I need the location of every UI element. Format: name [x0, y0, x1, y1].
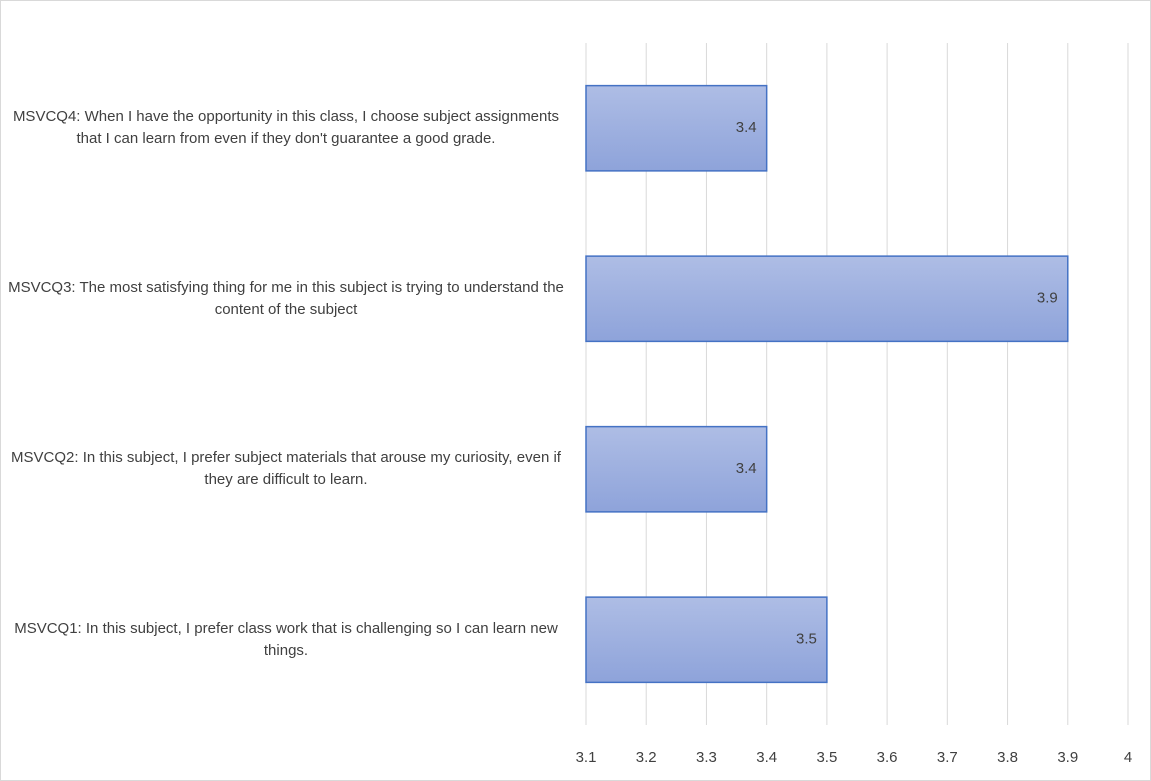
x-tick-label: 3.5	[816, 749, 837, 766]
category-label: MSVCQ4: When I have the opportunity in t…	[12, 108, 560, 148]
category-label: MSVCQ1: In this subject, I prefer class …	[14, 619, 558, 659]
x-tick-label: 4	[1124, 749, 1132, 766]
data-label: 3.5	[796, 631, 817, 648]
data-label: 3.9	[1037, 290, 1058, 307]
x-tick-label: 3.3	[696, 749, 717, 766]
x-tick-label: 3.7	[937, 749, 958, 766]
x-tick-label: 3.6	[877, 749, 898, 766]
x-tick-label: 3.9	[1057, 749, 1078, 766]
category-label: MSVCQ3: The most satisfying thing for me…	[8, 278, 564, 318]
bar	[585, 255, 1069, 343]
x-tick-label: 3.2	[636, 749, 657, 766]
data-label: 3.4	[736, 119, 757, 136]
category-label: MSVCQ2: In this subject, I prefer subjec…	[11, 449, 561, 489]
x-tick-label: 3.4	[756, 749, 777, 766]
bar	[585, 425, 768, 513]
x-tick-label: 3.1	[576, 749, 597, 766]
data-label: 3.4	[736, 460, 757, 477]
bar	[585, 596, 828, 684]
x-tick-label: 3.8	[997, 749, 1018, 766]
bar	[585, 84, 768, 172]
